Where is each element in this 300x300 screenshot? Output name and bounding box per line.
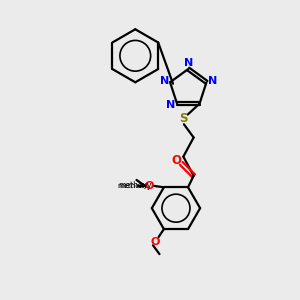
Text: O: O: [172, 154, 182, 167]
Text: O: O: [150, 237, 160, 247]
Text: methoxy: methoxy: [118, 183, 148, 189]
Text: N: N: [160, 76, 170, 86]
Text: N: N: [184, 58, 193, 68]
Text: O: O: [145, 181, 154, 190]
Text: N: N: [166, 100, 175, 110]
Text: methoxy: methoxy: [119, 181, 152, 190]
Text: S: S: [179, 112, 187, 124]
Text: N: N: [208, 76, 218, 86]
